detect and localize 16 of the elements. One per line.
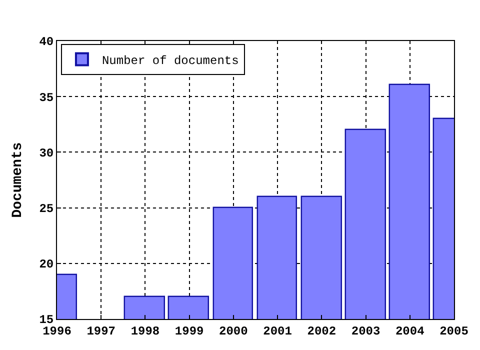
- y-tick-label: 30: [39, 146, 54, 160]
- y-tick-label: 35: [39, 90, 54, 105]
- x-tick-label: 1999: [174, 324, 204, 338]
- y-tick-label: 40: [39, 35, 54, 50]
- x-tick-label: 2002: [307, 324, 336, 338]
- x-tick-label: 2003: [351, 324, 380, 338]
- x-tick-label: 2000: [219, 324, 248, 338]
- y-tick-label: 25: [39, 202, 54, 216]
- x-tick-label: 1998: [130, 324, 160, 338]
- y-axis-title: Documents: [10, 142, 26, 218]
- x-tick-label: 2004: [395, 324, 424, 338]
- x-tick-label: 2001: [263, 324, 292, 338]
- legend-label: Number of documents: [102, 54, 239, 68]
- x-tick-label: 1997: [86, 324, 116, 338]
- x-tick-label: 2005: [440, 324, 468, 338]
- y-tick-label: 20: [39, 258, 54, 272]
